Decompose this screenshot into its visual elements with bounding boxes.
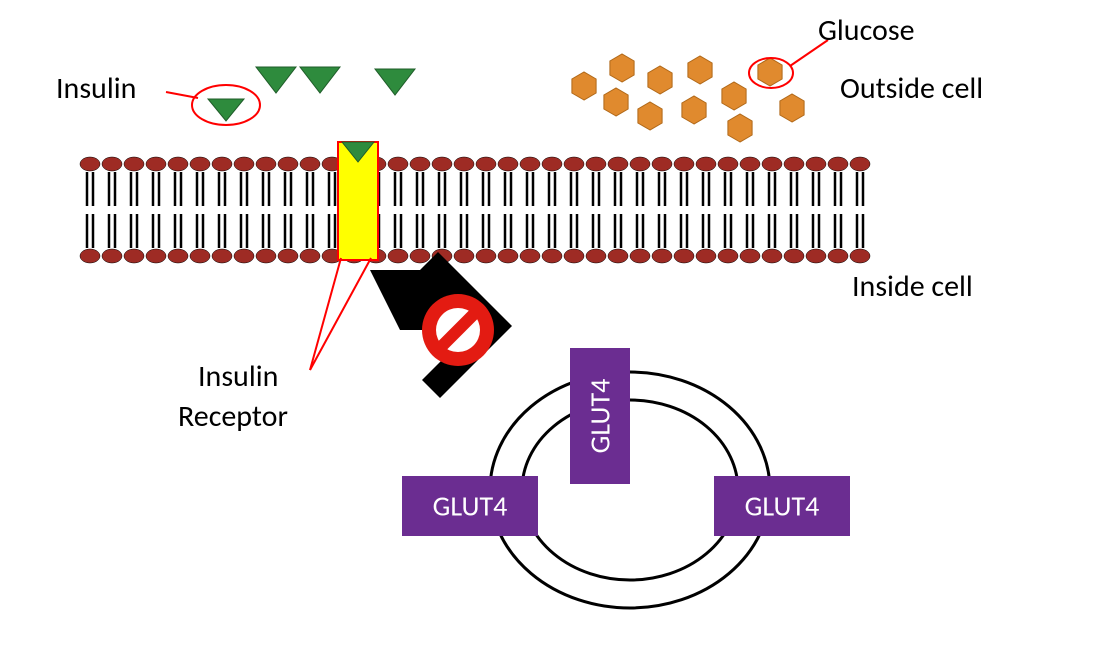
- membrane-heads: [80, 157, 870, 263]
- glut4-transporter: GLUT4: [570, 348, 630, 484]
- membrane-tails: [87, 172, 863, 248]
- glut4-transporter: GLUT4: [714, 476, 850, 536]
- glucose-icon: [604, 88, 628, 116]
- insulin-icon: [375, 69, 415, 95]
- glut4-label: GLUT4: [433, 489, 508, 524]
- insulin-icon: [208, 99, 244, 121]
- callout-receptor-line: [310, 258, 341, 370]
- glucose-icon: [638, 102, 662, 130]
- glucose-icon: [648, 66, 672, 94]
- insulin-icon: [300, 67, 340, 93]
- glucose-icon: [728, 114, 752, 142]
- label-insulin: Insulin: [56, 70, 136, 107]
- glut4-transporter: GLUT4: [402, 476, 538, 536]
- label-insulin-receptor-line2: Receptor: [178, 398, 288, 435]
- glucose-icon: [682, 96, 706, 124]
- glucose-molecules: [572, 54, 804, 142]
- glucose-icon: [688, 56, 712, 84]
- glut4-label: GLUT4: [745, 489, 820, 524]
- glucose-icon: [610, 54, 634, 82]
- glut4-label: GLUT4: [583, 379, 618, 454]
- label-inside-cell: Inside cell: [852, 268, 973, 305]
- glucose-icon: [572, 72, 596, 100]
- insulin-molecules: [208, 67, 415, 162]
- callout-receptor-line: [310, 258, 371, 370]
- callout-insulin-line: [166, 92, 198, 98]
- diagram-stage: GLUT4 GLUT4 GLUT4 Glucose Outside cell Ins…: [0, 0, 1114, 652]
- glucose-icon: [758, 58, 782, 86]
- glucose-icon: [780, 94, 804, 122]
- label-glucose: Glucose: [818, 12, 915, 49]
- glucose-icon: [722, 82, 746, 110]
- label-insulin-receptor-line1: Insulin: [198, 358, 278, 395]
- insulin-icon: [256, 67, 296, 93]
- blocked-icon: [422, 294, 494, 366]
- label-outside-cell: Outside cell: [840, 70, 983, 107]
